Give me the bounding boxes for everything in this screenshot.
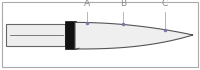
Bar (65, 21, 76, 49)
Text: C: C (162, 0, 168, 8)
Text: B: B (120, 0, 126, 8)
Text: A: A (84, 0, 90, 8)
Bar (6, 24, 65, 46)
Polygon shape (75, 22, 193, 49)
